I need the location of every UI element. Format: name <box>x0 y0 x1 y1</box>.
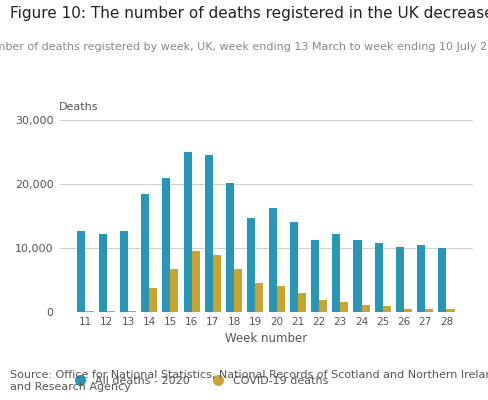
Bar <box>163 178 170 312</box>
Bar <box>298 293 306 312</box>
Bar <box>332 234 340 312</box>
Bar <box>438 248 447 312</box>
Bar <box>149 288 157 312</box>
Bar <box>234 269 242 312</box>
Text: Number of deaths registered by week, UK, week ending 13 March to week ending 10 : Number of deaths registered by week, UK,… <box>0 42 488 52</box>
Bar <box>396 247 404 312</box>
Bar <box>383 306 391 312</box>
Bar <box>247 218 255 312</box>
Bar <box>85 311 94 312</box>
Bar <box>268 208 277 312</box>
Text: Source: Office for National Statistics, National Records of Scotland and Norther: Source: Office for National Statistics, … <box>10 370 488 392</box>
Text: Deaths: Deaths <box>59 102 98 112</box>
Bar <box>213 255 221 312</box>
Bar <box>141 194 149 312</box>
Bar <box>340 302 348 312</box>
Bar <box>417 245 425 312</box>
Bar <box>226 183 234 312</box>
Bar <box>353 240 362 312</box>
Bar <box>447 310 454 312</box>
Bar <box>120 231 128 312</box>
Bar <box>255 283 264 312</box>
Bar <box>319 300 327 312</box>
Text: Figure 10: The number of deaths registered in the UK decreased in Week 28: Figure 10: The number of deaths register… <box>10 6 488 21</box>
Bar <box>183 152 192 312</box>
Bar <box>277 286 285 312</box>
Bar <box>99 234 107 312</box>
Bar <box>170 269 179 312</box>
Bar <box>375 243 383 312</box>
Bar <box>107 311 115 312</box>
Bar <box>78 231 85 312</box>
Bar <box>205 155 213 312</box>
Bar <box>404 310 412 312</box>
Bar <box>425 309 433 312</box>
Bar <box>128 311 136 312</box>
Legend: All deaths - 2020, COVID-19 deaths: All deaths - 2020, COVID-19 deaths <box>64 371 333 390</box>
Bar <box>192 251 200 312</box>
Bar <box>362 305 369 312</box>
Bar <box>290 222 298 312</box>
X-axis label: Week number: Week number <box>225 332 307 346</box>
Bar <box>311 240 319 312</box>
